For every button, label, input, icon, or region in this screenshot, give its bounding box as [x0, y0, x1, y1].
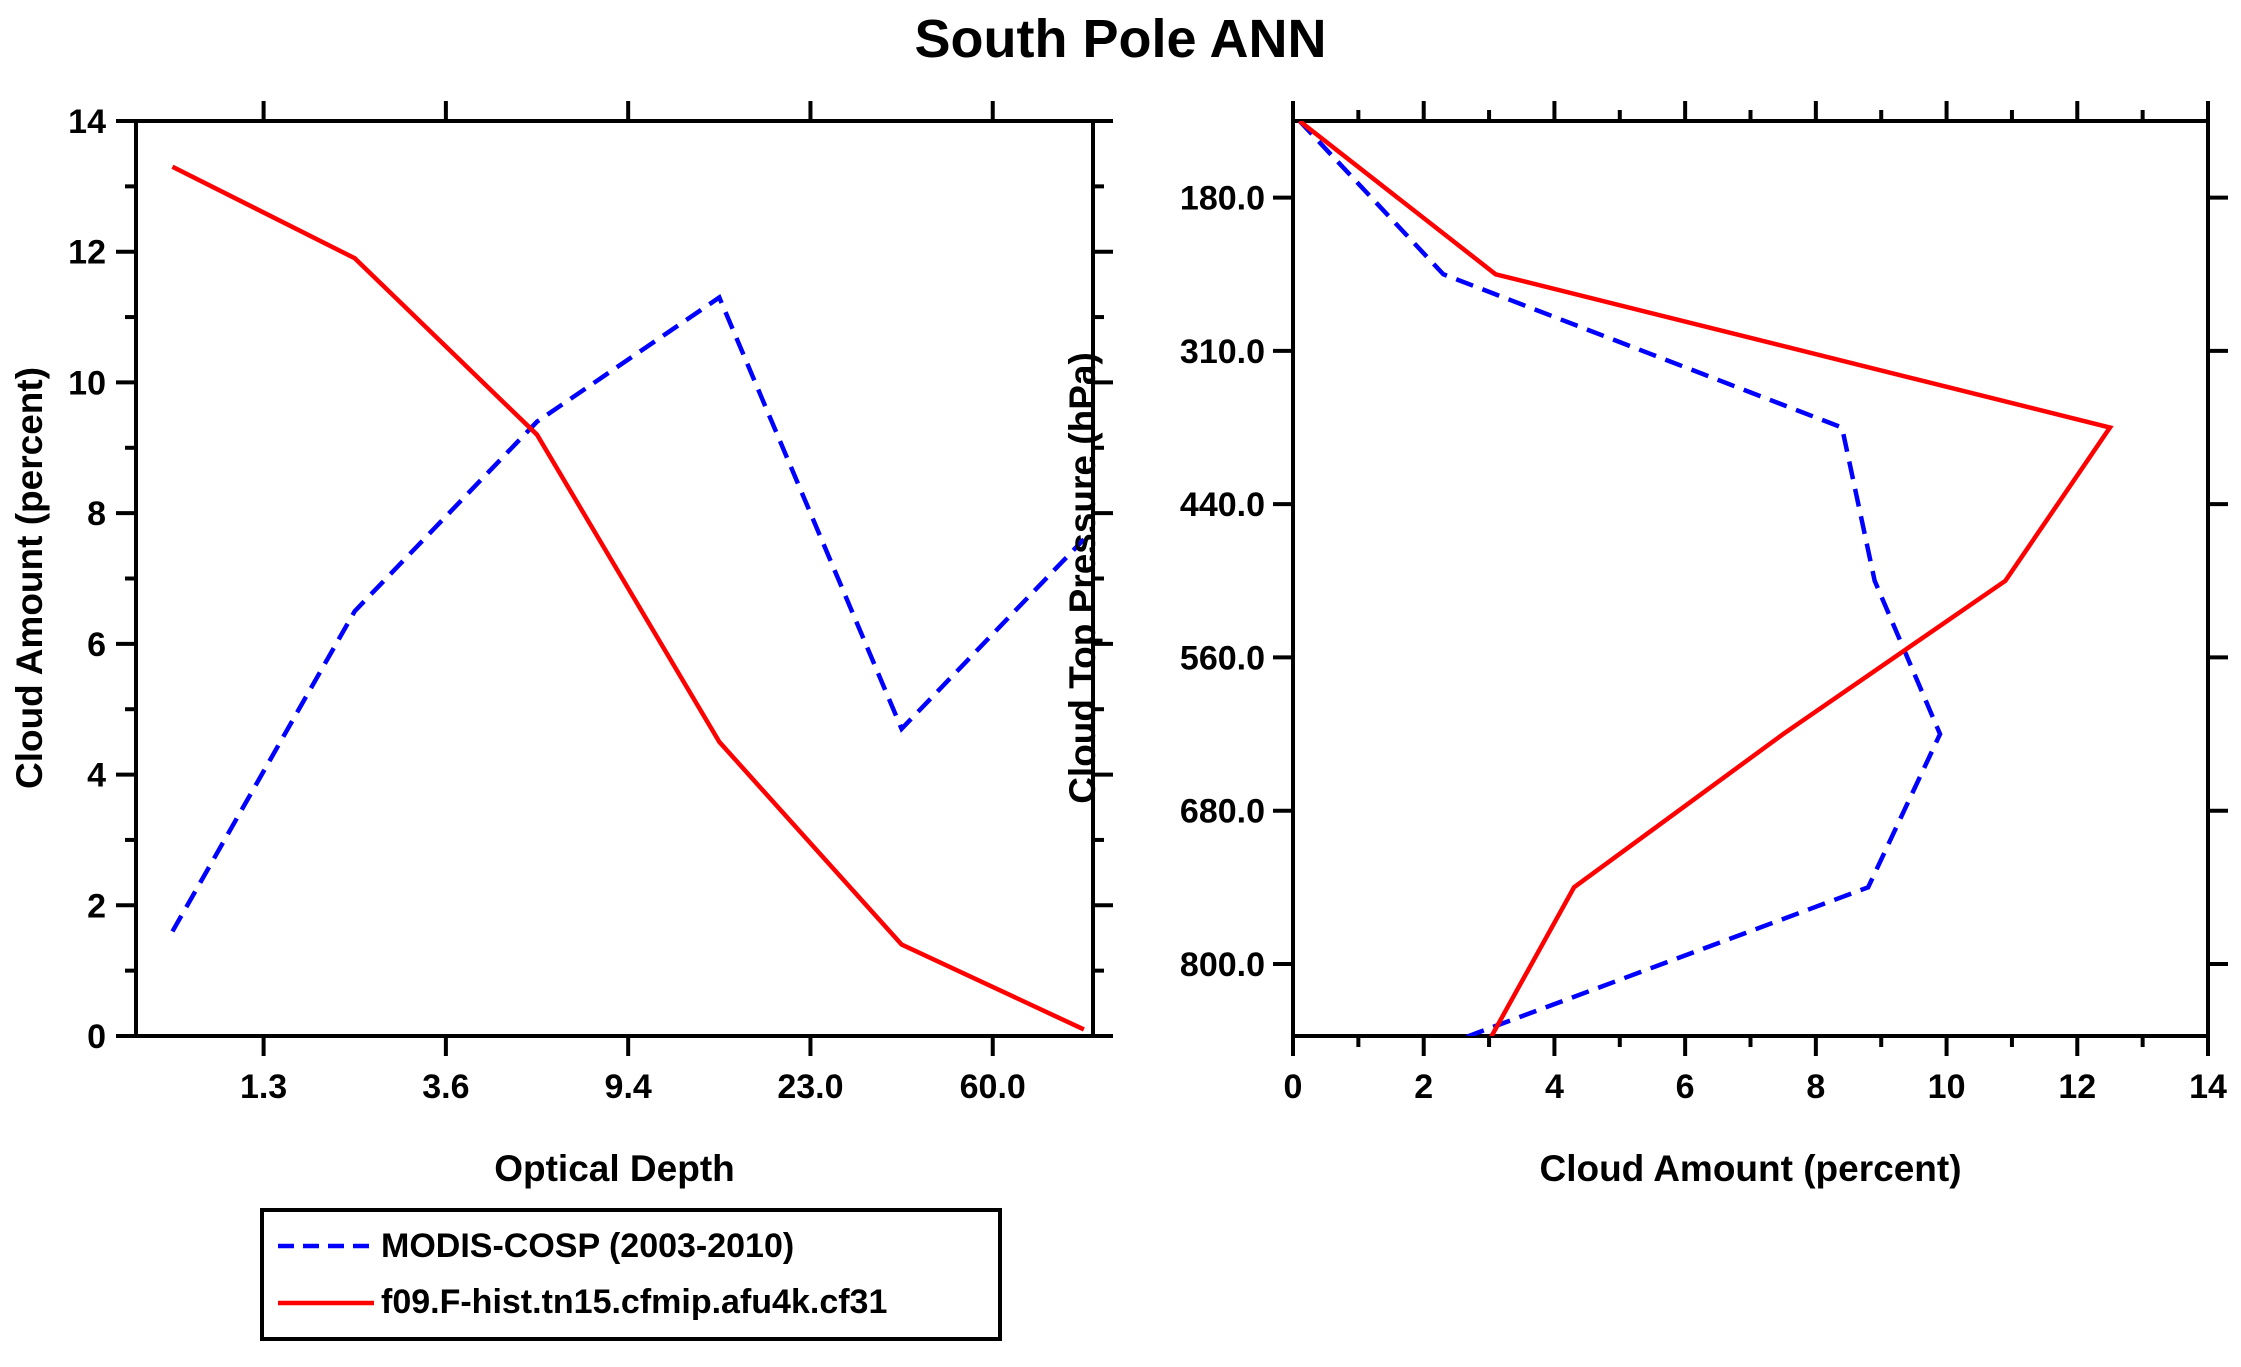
chart-title: South Pole ANN — [914, 9, 1327, 69]
legend-item-model: f09.F-hist.tn15.cfmip.afu4k.cf31 — [276, 1283, 998, 1322]
svg-text:9.4: 9.4 — [605, 1068, 652, 1106]
svg-text:10: 10 — [68, 364, 106, 402]
svg-text:180.0: 180.0 — [1180, 180, 1265, 218]
svg-text:2: 2 — [87, 887, 106, 925]
svg-text:14: 14 — [68, 103, 106, 141]
left-x-axis-label: Optical Depth — [494, 1148, 735, 1189]
svg-text:6: 6 — [1676, 1068, 1695, 1106]
svg-text:60.0: 60.0 — [960, 1068, 1026, 1106]
svg-text:12: 12 — [2058, 1068, 2096, 1106]
svg-text:10: 10 — [1928, 1068, 1966, 1106]
model-solid-line-sample — [278, 1300, 374, 1305]
svg-text:6: 6 — [87, 626, 106, 664]
legend-label-model: f09.F-hist.tn15.cfmip.afu4k.cf31 — [381, 1283, 888, 1322]
svg-text:0: 0 — [87, 1018, 106, 1056]
svg-text:3.6: 3.6 — [422, 1068, 469, 1106]
right-x-axis-label: Cloud Amount (percent) — [1539, 1148, 1962, 1189]
svg-text:2: 2 — [1414, 1068, 1433, 1106]
svg-text:12: 12 — [68, 234, 106, 272]
right-panel-plot: 180.0 310.0 440.0 560.0 680.0 800.0 0 2 4 6 8 10 12 1… — [1180, 101, 2228, 1106]
svg-text:310.0: 310.0 — [1180, 333, 1265, 371]
right-y-axis-label: Cloud Top Pressure (hPa) — [1062, 352, 1103, 804]
svg-text:8: 8 — [1806, 1068, 1825, 1106]
svg-text:680.0: 680.0 — [1180, 793, 1265, 831]
legend-item-obs: MODIS-COSP (2003-2010) — [276, 1227, 998, 1266]
svg-text:23.0: 23.0 — [777, 1068, 843, 1106]
left-panel-plot: 1.3 3.6 9.4 23.0 60.0 0 2 4 6 8 10 12 14 — [68, 101, 1113, 1106]
svg-text:8: 8 — [87, 495, 106, 533]
svg-text:4: 4 — [1545, 1068, 1564, 1106]
left-y-axis-label: Cloud Amount (percent) — [9, 366, 50, 790]
svg-text:1.3: 1.3 — [240, 1068, 287, 1106]
svg-text:800.0: 800.0 — [1180, 946, 1265, 984]
svg-text:440.0: 440.0 — [1180, 486, 1265, 524]
obs-dashed-line-sample — [278, 1244, 374, 1249]
svg-text:560.0: 560.0 — [1180, 639, 1265, 677]
svg-text:0: 0 — [1284, 1068, 1303, 1106]
svg-text:14: 14 — [2189, 1068, 2227, 1106]
legend-label-obs: MODIS-COSP (2003-2010) — [381, 1226, 795, 1265]
svg-text:4: 4 — [87, 757, 106, 795]
legend: MODIS-COSP (2003-2010) f09.F-hist.tn15.c… — [260, 1208, 1002, 1341]
